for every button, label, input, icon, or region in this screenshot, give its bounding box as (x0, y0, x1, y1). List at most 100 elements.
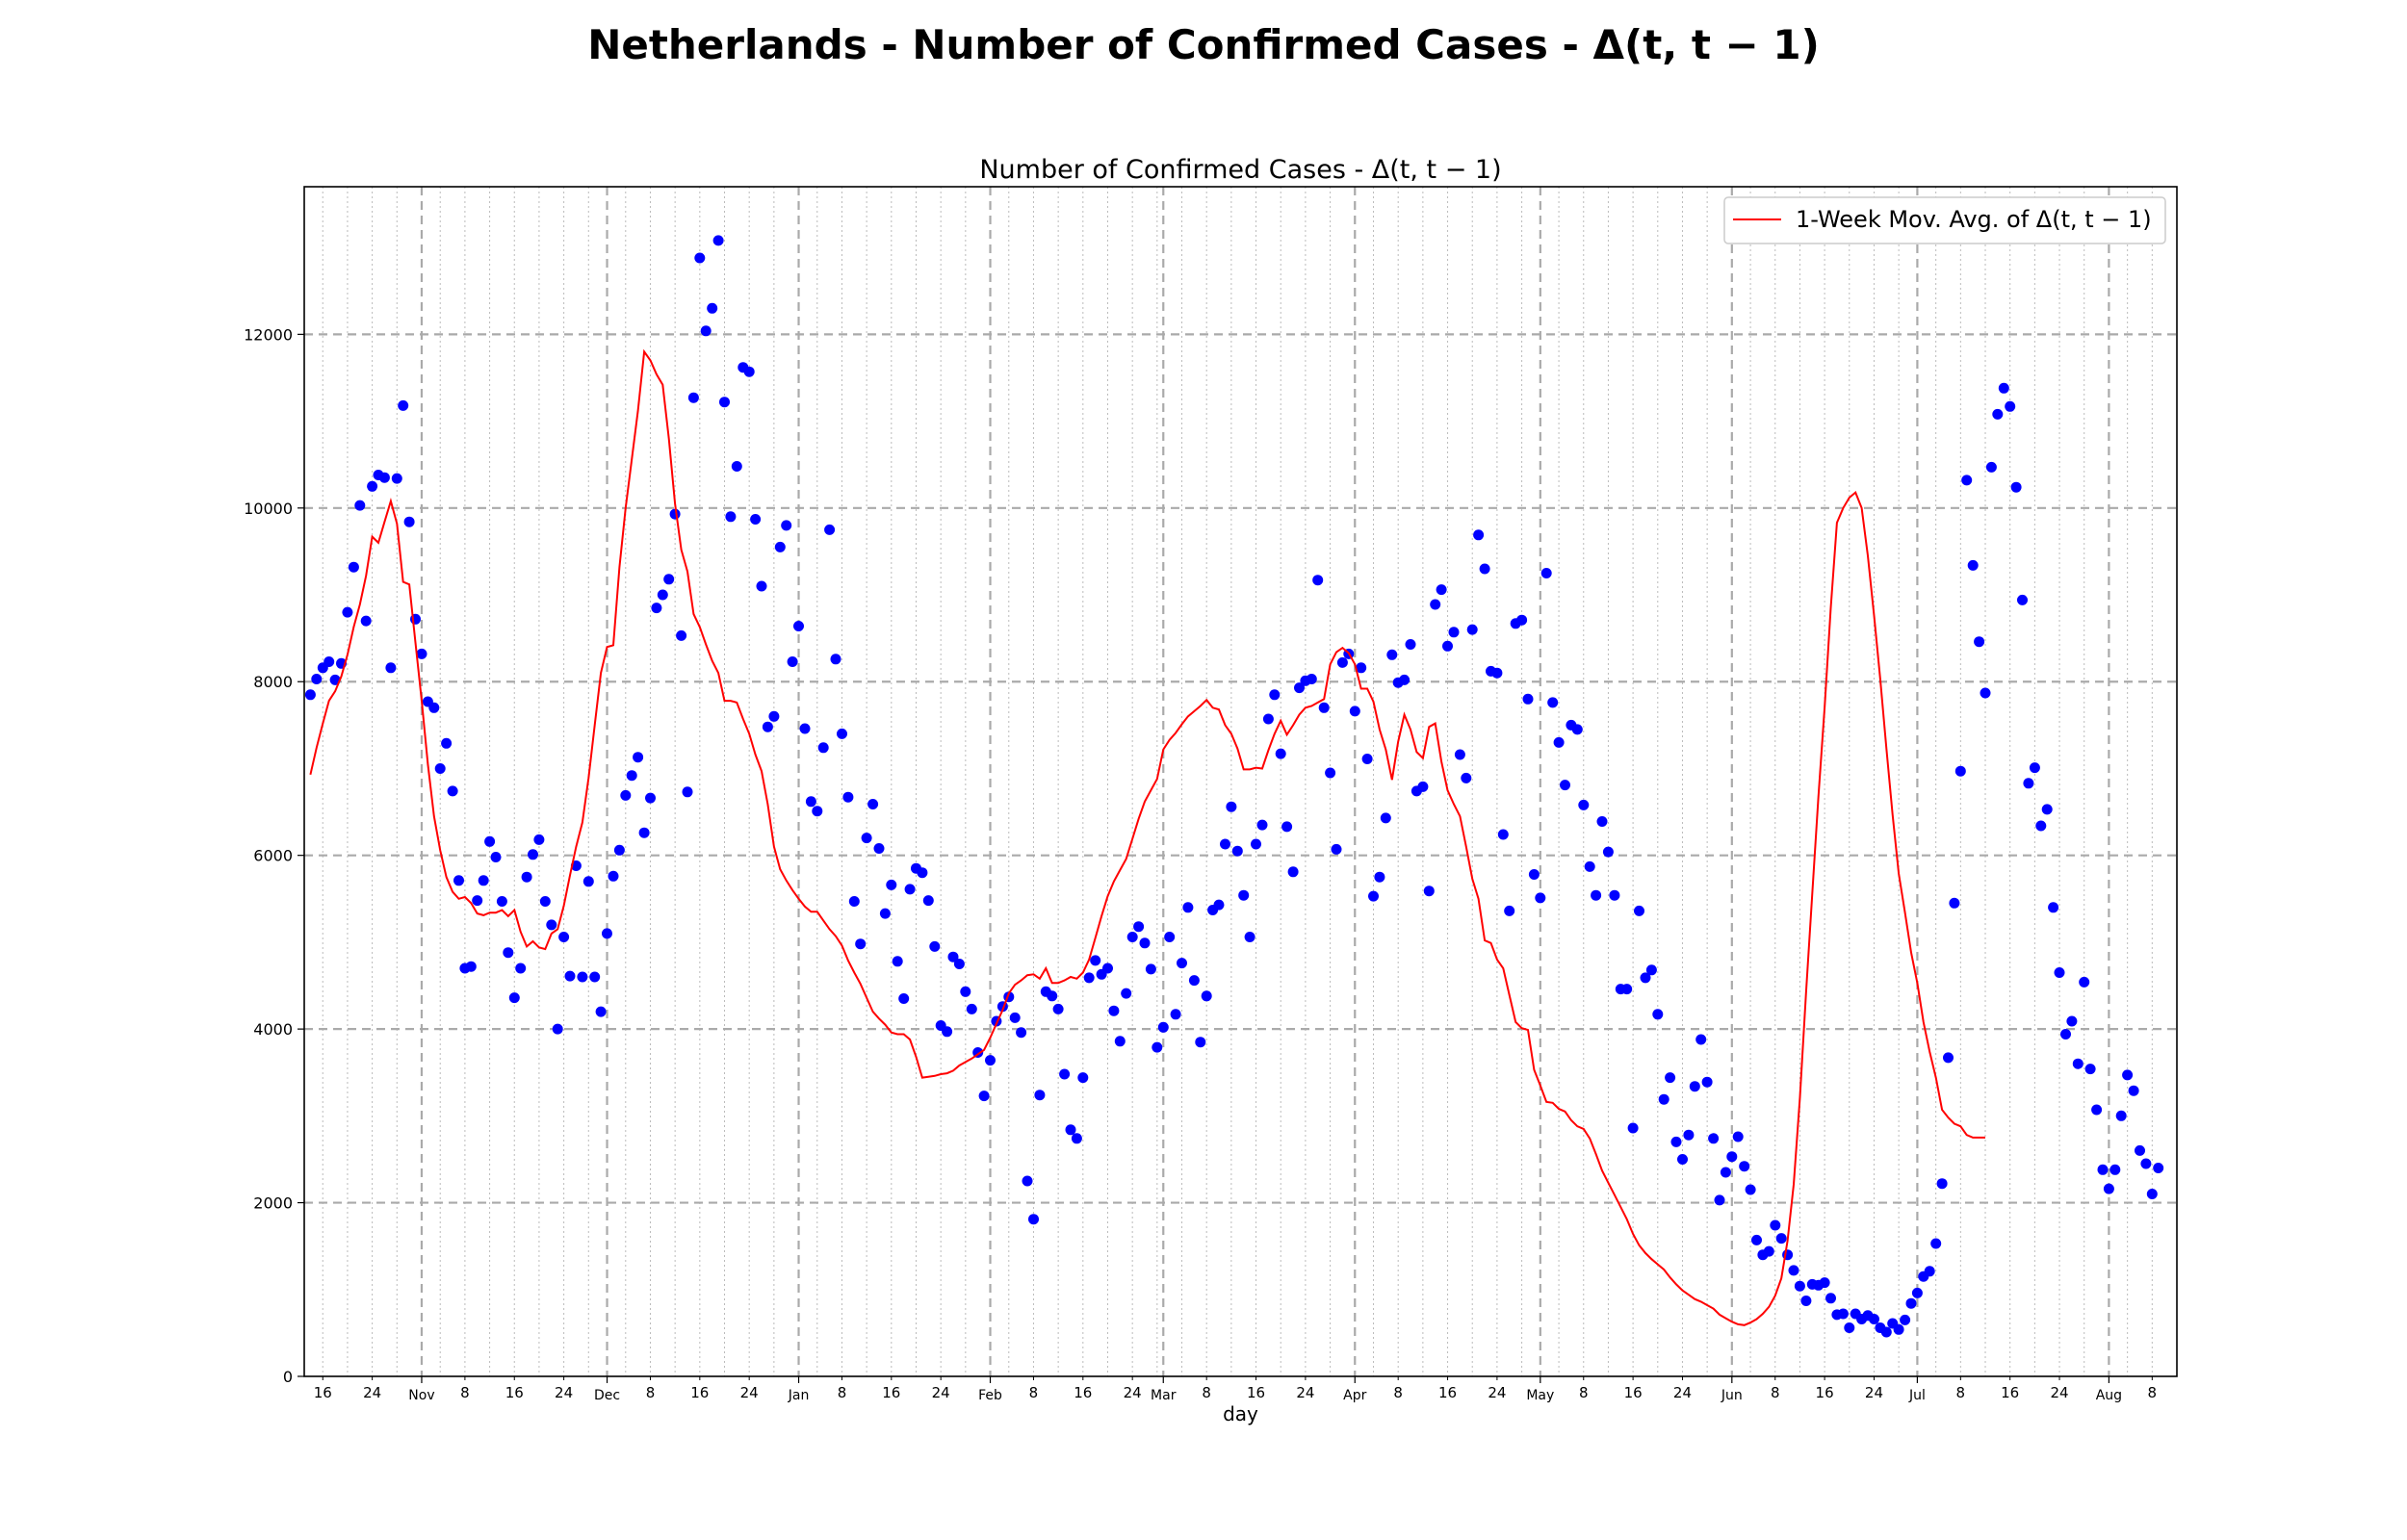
daily-cases-point (1380, 812, 1391, 824)
y-tick-label: 12000 (244, 325, 293, 344)
daily-cases-point (1893, 1323, 1904, 1335)
x-tick-label-day: 24 (1673, 1384, 1692, 1401)
daily-cases-point (324, 656, 335, 667)
daily-cases-point (848, 896, 860, 907)
daily-cases-point (1985, 461, 1997, 473)
daily-cases-point (731, 461, 742, 472)
grid-lines (304, 187, 2178, 1376)
x-tick-label-day: 16 (882, 1384, 900, 1401)
daily-cases-point (608, 870, 619, 882)
x-tick-label-day: 8 (1579, 1384, 1589, 1401)
daily-cases-point (403, 516, 415, 527)
daily-cases-point (663, 574, 675, 585)
daily-cases-point (1356, 662, 1367, 674)
daily-cases-point (1491, 667, 1503, 679)
daily-cases-point (892, 956, 903, 967)
x-tick-label-day: 24 (1488, 1384, 1506, 1401)
daily-cases-point (1231, 845, 1243, 857)
daily-cases-point (1708, 1133, 1720, 1144)
daily-cases-point (719, 397, 730, 408)
daily-cases-point (682, 786, 693, 798)
daily-cases-point (1466, 624, 1478, 635)
x-tick-label-day: 16 (2001, 1384, 2019, 1401)
daily-cases-point (354, 500, 366, 511)
daily-cases-point (712, 235, 724, 246)
daily-cases-point (453, 875, 464, 886)
daily-cases-point (1645, 964, 1657, 976)
daily-cases-point (2029, 762, 2040, 774)
daily-cases-point (595, 1006, 607, 1017)
x-tick-label-month: Nov (408, 1388, 434, 1403)
daily-cases-point (441, 737, 453, 749)
daily-cases-point (1188, 975, 1200, 987)
daily-cases-point (2010, 481, 2022, 493)
x-tick-label-day: 24 (1865, 1384, 1883, 1401)
daily-cases-point (2005, 400, 2016, 412)
daily-cases-point (472, 895, 483, 907)
daily-cases-point (342, 606, 353, 618)
daily-cases-point (1701, 1076, 1713, 1088)
daily-cases-point (1126, 932, 1138, 942)
y-axis-ticks: 0 2000 4000 6000 8000 10000 12000 (244, 325, 304, 1386)
daily-cases-point (743, 366, 755, 377)
daily-cases-point (1837, 1308, 1849, 1320)
daily-cases-point (787, 656, 798, 667)
legend-label: 1-Week Mov. Avg. of Δ(t, t − 1) (1796, 206, 2152, 233)
x-tick-label-day: 24 (1124, 1384, 1142, 1401)
daily-cases-point (1640, 972, 1651, 984)
daily-cases-point (1800, 1296, 1812, 1306)
daily-cases-point (1522, 693, 1534, 705)
daily-cases-point (1665, 1072, 1676, 1084)
daily-cases-point (1540, 568, 1552, 578)
daily-cases-point (812, 806, 823, 817)
daily-cases-point (1442, 640, 1453, 652)
daily-cases-point (1720, 1167, 1731, 1178)
daily-cases-point (533, 834, 545, 845)
y-tick-label: 6000 (253, 847, 293, 865)
daily-cases-point (1726, 1151, 1738, 1163)
daily-cases-point (602, 928, 612, 939)
x-tick-label-day: 16 (1074, 1384, 1092, 1401)
daily-cases-point (1052, 1003, 1064, 1014)
daily-cases-point (2054, 967, 2065, 978)
daily-cases-point (768, 710, 780, 722)
daily-cases-point (633, 752, 644, 763)
daily-cases-point (589, 971, 601, 983)
daily-cases-point (1034, 1090, 1046, 1101)
daily-cases-point (645, 792, 656, 804)
daily-cases-point (546, 919, 557, 931)
daily-cases-point (1016, 1027, 1027, 1039)
y-tick-label: 0 (283, 1368, 293, 1386)
daily-cases-point (1739, 1161, 1750, 1172)
daily-cases-point (1961, 475, 1973, 486)
x-tick-label-day: 8 (1393, 1384, 1403, 1401)
daily-cases-point (1201, 990, 1212, 1002)
daily-cases-point (539, 896, 551, 907)
daily-cases-point (564, 970, 576, 982)
daily-cases-point (1658, 1093, 1669, 1105)
daily-cases-point (478, 875, 489, 886)
daily-cases-point (1683, 1129, 1695, 1141)
daily-cases-point (508, 992, 520, 1004)
daily-cases-point (1900, 1314, 1911, 1325)
daily-cases-point (1065, 1124, 1076, 1136)
x-tick-label-day: 24 (932, 1384, 950, 1401)
daily-cases-point (515, 962, 527, 974)
x-tick-label-day: 8 (838, 1384, 847, 1401)
daily-cases-point (398, 399, 409, 411)
x-tick-label-month: Jun (1721, 1388, 1743, 1403)
daily-cases-point (1152, 1041, 1163, 1053)
x-tick-label-month: Feb (978, 1388, 1002, 1403)
daily-cases-point (700, 325, 712, 337)
daily-cases-point (2103, 1183, 2114, 1194)
daily-cases-point (416, 648, 427, 659)
daily-cases-point (1627, 1122, 1639, 1134)
daily-cases-point (1164, 932, 1176, 942)
legend-box (1723, 196, 2166, 244)
daily-cases-point (2060, 1029, 2071, 1040)
daily-cases-point (2146, 1189, 2158, 1199)
daily-cases-point (1602, 846, 1614, 858)
daily-cases-point (1652, 1009, 1664, 1020)
daily-cases-point (613, 844, 625, 856)
